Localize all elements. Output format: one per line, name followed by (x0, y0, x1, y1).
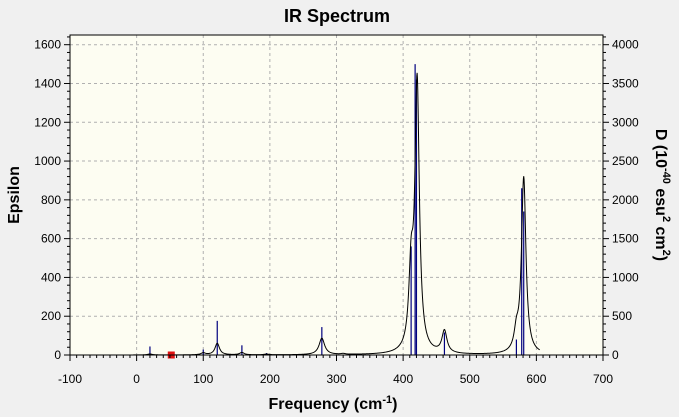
x-tick-label: 600 (526, 372, 546, 386)
spectrum-curve (133, 72, 540, 356)
x-tick-label: 100 (193, 372, 213, 386)
stick-spectrum (149, 64, 525, 355)
y-right-tick-label: 0 (612, 348, 619, 362)
y-right-tick-label: 1500 (612, 232, 639, 246)
y-right-tick-label: 2500 (612, 154, 639, 168)
y-left-tick-label: 1200 (34, 115, 61, 129)
y-right-tick-label: 2000 (612, 193, 639, 207)
y-right-tick-label: 1000 (612, 270, 639, 284)
y-left-tick-label: 1000 (34, 154, 61, 168)
y-left-tick-label: 0 (54, 348, 61, 362)
y-right-tick-label: 3000 (612, 115, 639, 129)
y-left-tick-label: 1600 (34, 38, 61, 52)
y-right-tick-label: 3500 (612, 76, 639, 90)
y-right-tick-label: 4000 (612, 38, 639, 52)
y-axis-right-title: D (10-40 esu2 cm2) (652, 129, 672, 261)
grid-lines (70, 35, 603, 355)
x-tick-label: 700 (593, 372, 613, 386)
tick-labels: -100 0 100 200 300 400 500 600 700 0 200 400 600 800 1… (34, 38, 639, 386)
y-left-tick-label: 1400 (34, 76, 61, 90)
x-axis-title: Frequency (cm-1) (269, 394, 398, 413)
x-tick-label: 500 (460, 372, 480, 386)
axis-ticks (64, 36, 609, 361)
y-left-tick-label: 600 (41, 232, 61, 246)
y-left-tick-label: 200 (41, 309, 61, 323)
x-tick-label: 0 (133, 372, 140, 386)
y-left-tick-label: 400 (41, 270, 61, 284)
x-tick-label: -100 (58, 372, 82, 386)
y-left-tick-label: 800 (41, 193, 61, 207)
chart-title: IR Spectrum (284, 6, 390, 26)
y-right-tick-label: 500 (612, 309, 632, 323)
x-tick-label: 300 (326, 372, 346, 386)
y-axis-left-title: Epsilon (6, 166, 23, 224)
x-tick-label: 400 (393, 372, 413, 386)
x-tick-label: 200 (260, 372, 280, 386)
